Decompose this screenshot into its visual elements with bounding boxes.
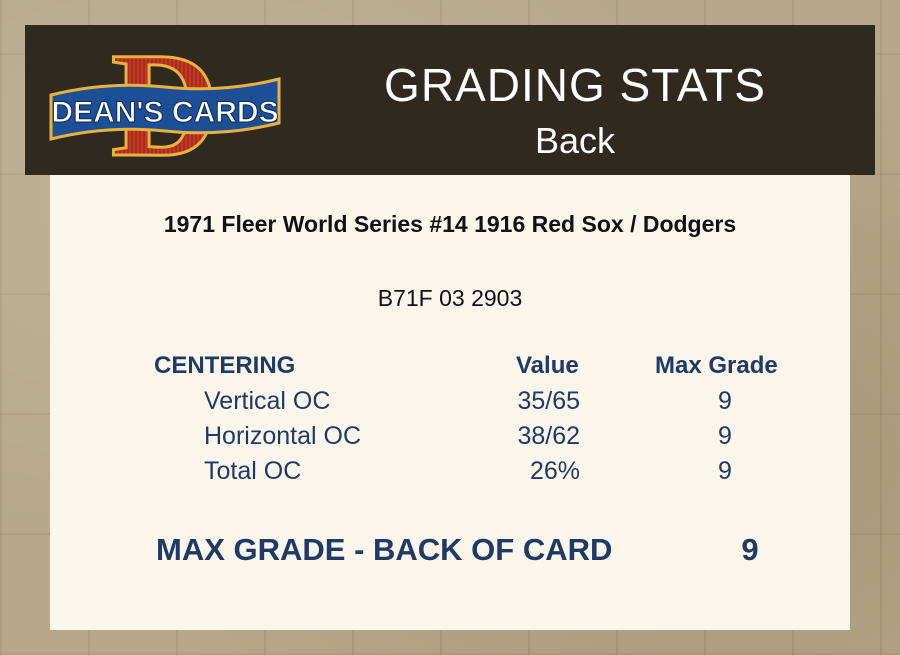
row-max-horizontal-oc: 9 (718, 422, 732, 450)
row-label-horizontal-oc: Horizontal OC (204, 422, 361, 450)
centering-header: CENTERING (154, 352, 296, 379)
row-max-total-oc: 9 (718, 457, 732, 485)
page-title: GRADING STATS (384, 59, 766, 111)
deans-cards-logo: D DEAN'S CARDS (49, 37, 281, 162)
max-grade-value: 9 (741, 532, 759, 567)
page-subtitle: Back (534, 120, 616, 161)
row-label-total-oc: Total OC (204, 457, 302, 485)
card-title: 1971 Fleer World Series #14 1916 Red Sox… (163, 211, 737, 237)
cert-number: B71F 03 2903 (377, 285, 523, 311)
row-max-vertical-oc: 9 (718, 387, 732, 415)
stats-panel: 1971 Fleer World Series #14 1916 Red Sox… (50, 175, 850, 630)
value-header: Value (516, 352, 579, 379)
max-grade-label: MAX GRADE - BACK OF CARD (156, 532, 613, 567)
row-value-horizontal-oc: 38/62 (517, 422, 580, 450)
row-value-total-oc: 26% (529, 457, 580, 485)
logo-text: DEAN'S CARDS (51, 96, 278, 129)
row-label-vertical-oc: Vertical OC (204, 387, 331, 415)
row-value-vertical-oc: 35/65 (517, 387, 580, 415)
header-banner: D DEAN'S CARDS GRADING STATS Back (25, 25, 875, 175)
max-grade-header: Max Grade (655, 352, 778, 379)
